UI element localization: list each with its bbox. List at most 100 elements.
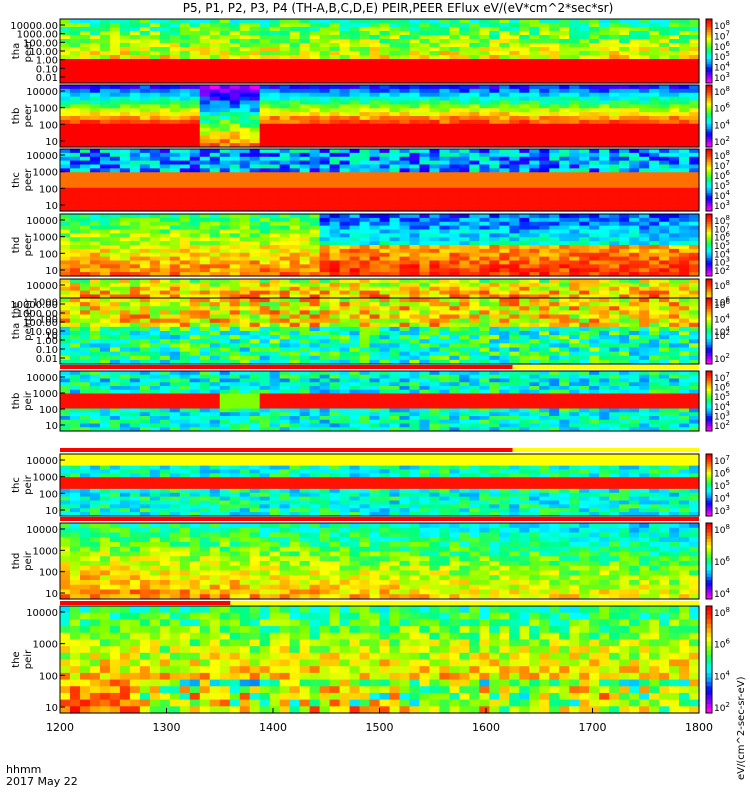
spectrogram-cell [409, 96, 421, 102]
spectrogram-cell [229, 252, 241, 258]
spectrogram-cell [139, 221, 151, 227]
spectrogram-cell [349, 96, 361, 102]
spectrogram-cell [389, 176, 401, 181]
colorbar-step [706, 100, 712, 104]
spectrogram-cell [299, 214, 311, 219]
spectrogram-cell [579, 203, 590, 208]
spectrogram-cell [299, 260, 311, 265]
spectrogram-cell [399, 123, 411, 129]
spectrogram-cell [329, 108, 341, 113]
spectrogram-cell [669, 191, 680, 197]
spectrogram-cell [259, 85, 271, 90]
spectrogram-cell [349, 256, 361, 262]
spectrogram-cell [99, 180, 111, 185]
spectrogram-cell [559, 214, 570, 219]
spectrogram-cell [449, 79, 460, 84]
spectrogram-cell [669, 104, 680, 109]
spectrogram-cell [649, 19, 660, 24]
spectrogram-cell [89, 63, 101, 68]
spectrogram-cell [559, 39, 570, 44]
spectrogram-cell [469, 233, 480, 238]
spectrogram-cell [119, 279, 131, 284]
spectrogram-cell [309, 156, 321, 162]
spectrogram-cell [209, 55, 221, 60]
spectrogram-cell [199, 252, 211, 258]
colorbar-step [706, 172, 712, 176]
spectrogram-cell [159, 19, 171, 24]
spectrogram-cell [389, 195, 401, 200]
panel-probe-label: thd [11, 237, 22, 254]
spectrogram-cell [159, 156, 171, 162]
spectrogram-cell [349, 35, 361, 40]
spectrogram-cell [369, 164, 381, 169]
spectrogram-cell [369, 47, 381, 52]
spectrogram-cell [209, 229, 221, 234]
spectrogram-cell [349, 268, 361, 273]
spectrogram-cell [379, 272, 391, 277]
spectrogram-cell [359, 59, 371, 64]
spectrogram-cell [409, 229, 421, 234]
spectrogram-cell [519, 131, 530, 136]
spectrogram-cell [399, 225, 411, 231]
spectrogram-cell [309, 203, 321, 208]
spectrogram-cell [609, 123, 620, 129]
spectrogram-cell [109, 100, 121, 105]
spectrogram-cell [329, 92, 341, 98]
spectrogram-cell [509, 245, 520, 250]
spectrogram-cell [399, 27, 411, 32]
spectrogram-cell [249, 203, 261, 208]
spectrogram-cell [269, 119, 281, 125]
spectrogram-cell [429, 221, 441, 227]
spectrogram-cell [429, 127, 441, 133]
colorbar-step [706, 116, 712, 120]
spectrogram-cell [519, 47, 530, 52]
spectrogram-cell [369, 286, 381, 292]
spectrogram-cell [639, 149, 650, 154]
spectrogram-cell [389, 75, 401, 80]
spectrogram-cell [369, 108, 381, 113]
spectrogram-cell [89, 294, 101, 299]
spectrogram-cell [499, 63, 510, 68]
spectrogram-cell [409, 290, 421, 296]
spectrogram-cell [289, 43, 301, 48]
spectrogram-cell [519, 39, 530, 44]
spectrogram-cell [689, 131, 700, 136]
spectrogram-cell [679, 272, 690, 277]
spectrogram-cell [429, 59, 441, 64]
spectrogram-cell [329, 35, 341, 40]
spectrogram-cell [169, 290, 181, 296]
spectrogram-cell [689, 225, 700, 231]
spectrogram-cell [279, 123, 291, 129]
spectrogram-cell [609, 229, 620, 234]
spectrogram-cell [629, 264, 640, 269]
spectrogram-cell [239, 214, 251, 219]
spectrogram-cell [369, 203, 381, 208]
spectrogram-cell [659, 199, 670, 204]
spectrogram-cell [639, 260, 650, 265]
spectrogram-cell [309, 225, 321, 231]
spectrogram-cell [679, 229, 690, 234]
spectrogram-cell [89, 187, 101, 193]
spectrogram-cell [459, 75, 470, 80]
spectrogram-cell [269, 233, 281, 238]
spectrogram-cell [109, 71, 121, 76]
spectrogram-cell [239, 237, 251, 242]
spectrogram-cell [469, 149, 480, 154]
spectrogram-cell [269, 123, 281, 129]
spectrogram-cell [369, 180, 381, 185]
spectrogram-cell [249, 27, 261, 32]
spectrogram-cell [359, 279, 371, 284]
spectrogram-cell [479, 168, 490, 173]
spectrogram-cell [309, 241, 321, 246]
spectrogram-cell [89, 195, 101, 200]
spectrogram-cell [349, 160, 361, 166]
spectrogram-cell [519, 183, 530, 189]
spectrogram-cell [439, 156, 450, 162]
spectrogram-cell [379, 180, 391, 185]
spectrogram-cell [259, 100, 271, 105]
spectrogram-cell [79, 187, 91, 193]
spectrogram-cell [639, 116, 650, 121]
spectrogram-cell [209, 149, 221, 154]
spectrogram-cell [609, 96, 620, 102]
spectrogram-cell [479, 180, 490, 185]
